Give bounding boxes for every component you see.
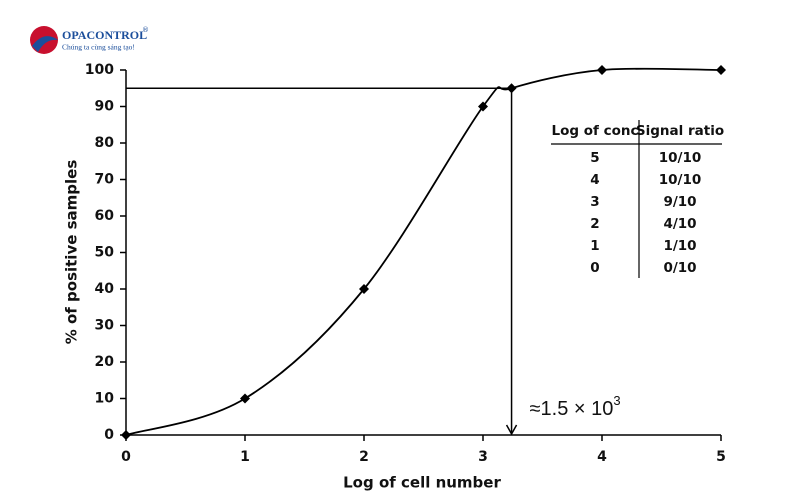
y-tick-label: 70 xyxy=(95,172,115,188)
logo: OPACONTROL ® Chúng ta cùng sáng tạo! xyxy=(30,26,149,54)
table-cell: 0 xyxy=(590,260,599,276)
table-cell: 1 xyxy=(590,238,599,254)
table-cell: 1/10 xyxy=(663,238,696,254)
logo-name: OPACONTROL xyxy=(62,28,147,42)
y-tick-label: 90 xyxy=(95,99,115,115)
table-cell: 0/10 xyxy=(663,260,696,276)
y-tick-label: 40 xyxy=(95,281,115,297)
logo-tagline: Chúng ta cùng sáng tạo! xyxy=(62,43,135,52)
marker xyxy=(240,393,250,404)
table-cell: 3 xyxy=(590,194,599,210)
table-header: Log of conc xyxy=(552,123,639,139)
table-cell: 4 xyxy=(590,172,599,188)
logo-swoosh xyxy=(32,36,58,52)
table-cell: 2 xyxy=(590,216,599,232)
table-cell: 4/10 xyxy=(663,216,696,232)
y-tick-label: 50 xyxy=(95,245,115,261)
x-tick-label: 5 xyxy=(716,449,726,465)
marker xyxy=(359,284,369,294)
x-tick-label: 2 xyxy=(359,449,369,465)
table-cell: 10/10 xyxy=(659,172,702,188)
y-tick-label: 20 xyxy=(95,354,115,370)
table-cell: 9/10 xyxy=(663,194,696,210)
x-tick-label: 1 xyxy=(240,449,250,465)
marker xyxy=(716,65,726,75)
y-tick-label: 60 xyxy=(95,208,115,224)
annotation: ≈1.5 × 103 xyxy=(530,393,621,420)
table-header: Signal ratio xyxy=(636,123,724,139)
marker xyxy=(506,83,517,94)
marker xyxy=(121,430,131,440)
x-axis-title: Log of cell number xyxy=(343,474,501,492)
annotation-text: ≈1.5 × 10 xyxy=(530,398,614,420)
y-tick-label: 10 xyxy=(95,391,115,407)
x-tick-label: 0 xyxy=(121,449,131,465)
table-cell: 5 xyxy=(590,150,599,166)
y-axis-title: % of positive samples xyxy=(63,160,81,345)
y-tick-label: 80 xyxy=(95,135,115,151)
logo-mark: ® xyxy=(142,26,149,34)
y-tick-label: 30 xyxy=(95,318,115,334)
annotation-exponent: 3 xyxy=(613,393,620,408)
table-cell: 10/10 xyxy=(659,150,702,166)
marker xyxy=(478,101,488,112)
marker xyxy=(597,65,607,75)
x-tick-label: 3 xyxy=(478,449,488,465)
y-tick-label: 100 xyxy=(85,62,114,78)
y-tick-label: 0 xyxy=(104,427,114,443)
x-tick-label: 4 xyxy=(597,449,607,465)
reference-arrow xyxy=(505,424,518,436)
